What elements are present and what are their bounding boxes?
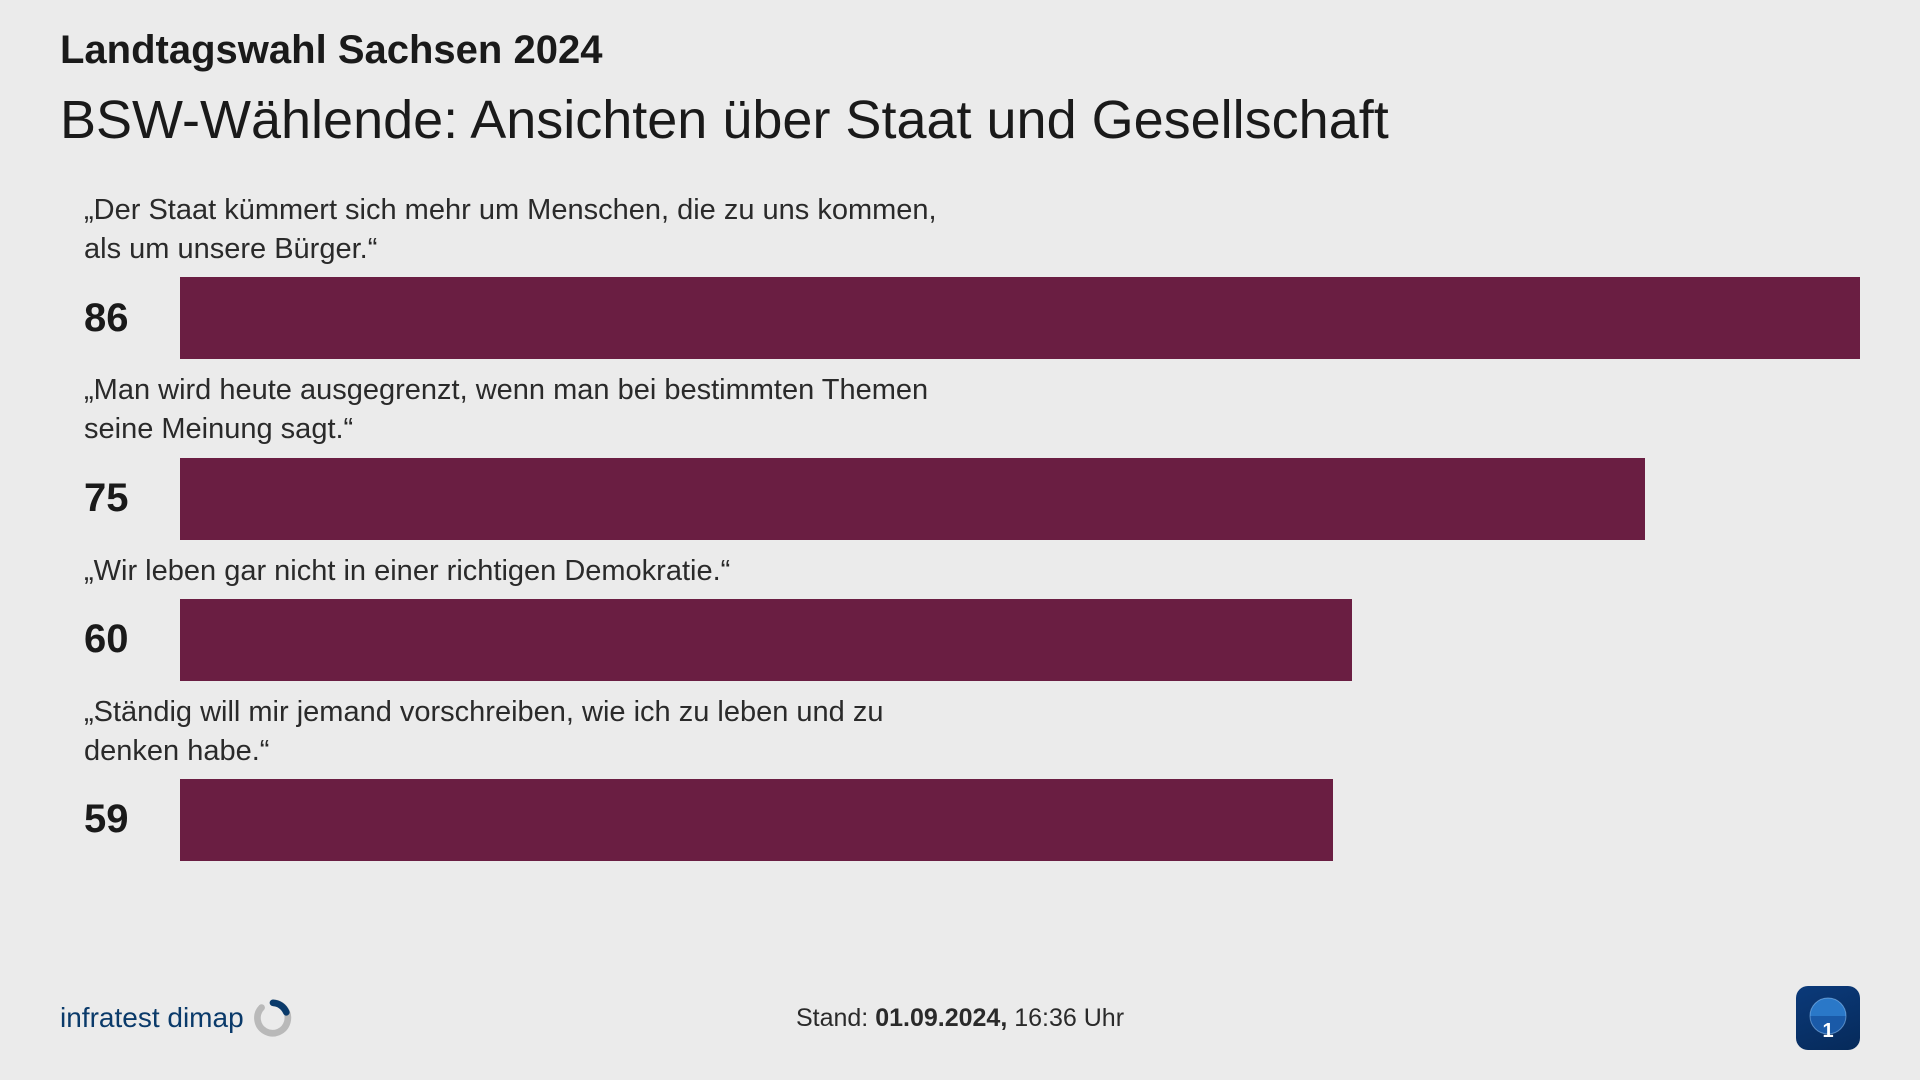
source-credit: infratest dimap [60,999,292,1037]
chart-row: „Man wird heute ausgegrenzt, wenn man be… [80,371,1860,539]
bar-fill [180,277,1860,359]
timestamp-label: Stand: [796,1004,868,1032]
source-text: infratest dimap [60,1002,244,1034]
overline: Landtagswahl Sachsen 2024 [60,28,1860,73]
timestamp: Stand: 01.09.2024, 16:36 Uhr [796,1004,1124,1033]
statement-text: „Ständig will mir jemand vorschreiben, w… [80,693,980,771]
bar-fill [180,599,1352,681]
das-erste-icon: 1 [1796,986,1860,1050]
chart-title: BSW-Wählende: Ansichten über Staat und G… [60,89,1860,151]
footer: infratest dimap Stand: 01.09.2024, 16:36… [0,986,1920,1050]
bar-track [180,277,1860,359]
statement-text: „Der Staat kümmert sich mehr um Menschen… [80,191,980,269]
bar-track [180,458,1860,540]
bar-track [180,779,1860,861]
svg-text:1: 1 [1822,1020,1833,1042]
bar-line: 75 [80,458,1860,540]
bar-line: 60 [80,599,1860,681]
bar-line: 59 [80,779,1860,861]
timestamp-date: 01.09.2024, [875,1004,1007,1032]
chart-row: „Wir leben gar nicht in einer richtigen … [80,552,1860,681]
chart-row: „Ständig will mir jemand vorschreiben, w… [80,693,1860,861]
bar-value: 75 [80,476,180,521]
infratest-dimap-icon [254,999,292,1037]
bar-value: 60 [80,617,180,662]
chart-container: Landtagswahl Sachsen 2024 BSW-Wählende: … [0,0,1920,861]
bar-track [180,599,1860,681]
bar-fill [180,458,1645,540]
statement-text: „Man wird heute ausgegrenzt, wenn man be… [80,371,980,449]
network-logo: 1 [1796,986,1860,1050]
statement-text: „Wir leben gar nicht in einer richtigen … [80,552,980,591]
chart-row: „Der Staat kümmert sich mehr um Menschen… [80,191,1860,359]
bar-value: 86 [80,296,180,341]
bar-fill [180,779,1333,861]
bar-line: 86 [80,277,1860,359]
timestamp-time: 16:36 Uhr [1014,1004,1124,1032]
bar-value: 59 [80,797,180,842]
bar-chart: „Der Staat kümmert sich mehr um Menschen… [60,191,1860,861]
